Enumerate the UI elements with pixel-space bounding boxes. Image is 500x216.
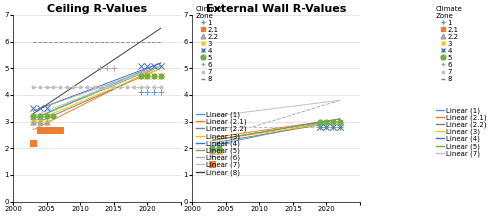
Legend: 1, 2.1, 2.2, 3, 4, 5, 6, 7, 8: 1, 2.1, 2.2, 3, 4, 5, 6, 7, 8 (436, 6, 462, 82)
Point (123, 85, 131, 89)
Point (36, 117, 44, 121)
Point (103, 67, 111, 70)
Point (156, 85, 164, 89)
Point (36, 128, 44, 131)
Point (144, 85, 152, 89)
Point (208, 147, 216, 150)
Point (150, 64, 158, 67)
Point (336, 125, 344, 129)
Point (136, 75, 144, 78)
Point (222, 141, 230, 145)
Point (136, 75, 144, 78)
Point (70, 85, 78, 89)
Point (29, 106, 37, 110)
Point (130, 85, 138, 89)
Legend: Linear (1), Linear (2.1), Linear (2.2), Linear (3), Linear (4), Linear (5), Line: Linear (1), Linear (2.1), Linear (2.2), … (436, 107, 487, 157)
Point (50, 85, 58, 89)
Point (336, 125, 344, 129)
Point (150, 85, 158, 89)
Point (336, 120, 344, 123)
Point (29, 141, 37, 145)
Point (156, 75, 164, 78)
Point (150, 91, 158, 94)
Title: Ceiling R-Values: Ceiling R-Values (47, 4, 147, 14)
Point (144, 64, 152, 67)
Point (322, 125, 330, 129)
Point (56, 85, 64, 89)
Point (103, 85, 111, 89)
Point (215, 141, 223, 145)
Point (29, 120, 37, 123)
Point (90, 85, 98, 89)
Point (42, 120, 50, 123)
Point (42, 106, 50, 110)
Point (136, 91, 144, 94)
Point (316, 125, 324, 129)
Point (96, 67, 104, 70)
Point (208, 163, 216, 166)
Point (36, 117, 44, 121)
Point (208, 149, 216, 153)
Legend: Linear (1), Linear (2.1), Linear (2.2), Linear (3), Linear (4), Linear (5), Line: Linear (1), Linear (2.1), Linear (2.2), … (196, 111, 247, 176)
Point (42, 128, 50, 131)
Point (329, 125, 337, 129)
Point (29, 85, 37, 89)
Point (322, 125, 330, 129)
Point (322, 125, 330, 129)
Point (144, 91, 152, 94)
Point (336, 125, 344, 129)
Point (83, 85, 91, 89)
Point (144, 75, 152, 78)
Point (29, 117, 37, 121)
Title: External Wall R-Values: External Wall R-Values (206, 4, 346, 14)
Point (208, 149, 216, 153)
Point (208, 155, 216, 158)
Point (215, 149, 223, 153)
Point (215, 147, 223, 150)
Point (110, 67, 118, 70)
Point (322, 120, 330, 123)
Point (136, 64, 144, 67)
Point (50, 128, 58, 131)
Point (110, 85, 118, 89)
Point (36, 114, 44, 118)
Point (208, 147, 216, 150)
Point (150, 75, 158, 78)
Point (42, 117, 50, 121)
Point (36, 106, 44, 110)
Point (316, 120, 324, 123)
Point (50, 114, 58, 118)
Point (63, 85, 71, 89)
Point (76, 85, 84, 89)
Point (215, 149, 223, 153)
Point (42, 85, 50, 89)
Point (96, 85, 104, 89)
Point (329, 120, 337, 123)
Point (36, 85, 44, 89)
Point (156, 75, 164, 78)
Point (42, 114, 50, 118)
Point (156, 91, 164, 94)
Point (29, 117, 37, 121)
Point (156, 64, 164, 67)
Point (329, 125, 337, 129)
Point (150, 75, 158, 78)
Point (56, 128, 64, 131)
Point (36, 120, 44, 123)
Point (136, 85, 144, 89)
Point (329, 125, 337, 129)
Point (215, 147, 223, 150)
Point (316, 125, 324, 129)
Point (29, 114, 37, 118)
Legend: 1, 2.1, 2.2, 3, 4, 5, 6, 7, 8: 1, 2.1, 2.2, 3, 4, 5, 6, 7, 8 (196, 6, 222, 82)
Point (144, 75, 152, 78)
Point (116, 85, 124, 89)
Point (316, 125, 324, 129)
